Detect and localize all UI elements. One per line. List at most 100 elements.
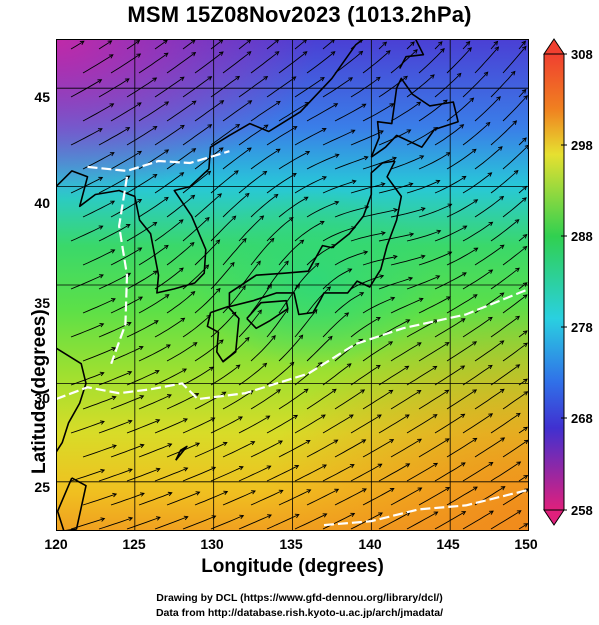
streamline-201: [154, 317, 185, 338]
streamline-116: [82, 200, 115, 218]
streamline-57: [278, 102, 309, 122]
streamline-92: [334, 156, 368, 170]
streamline-8: [294, 39, 307, 50]
streamline-137: [210, 215, 237, 242]
streamline-arrow-317: [195, 491, 201, 496]
streamline-arrow-83: [109, 152, 115, 157]
streamline-109: [350, 183, 385, 194]
streamline-arrow-69: [179, 124, 185, 130]
streamline-16: [518, 41, 526, 50]
streamline-arrow-169: [204, 264, 210, 270]
streamline-arrow-291: [389, 439, 395, 444]
streamline-272: [294, 414, 326, 434]
streamline-arrow-289: [333, 439, 339, 444]
streamline-arrow-271: [293, 414, 299, 420]
streamline-138: [238, 215, 264, 242]
streamline-arrow-94: [419, 155, 425, 160]
streamline-214: [518, 330, 528, 338]
streamline-arrow-269: [238, 416, 243, 421]
streamline-arrow-134: [152, 221, 158, 227]
streamline-arrow-335: [239, 514, 245, 519]
streamline-arrow-28: [413, 49, 418, 54]
streamline-11: [378, 41, 387, 50]
streamline-187: [222, 285, 246, 314]
colorbar-label-308: 308: [571, 47, 593, 62]
streamline-317: [166, 491, 200, 506]
streamline-226: [390, 342, 422, 362]
streamline-arrow-154: [242, 237, 247, 243]
streamline-arrow-328: [500, 486, 506, 491]
streamline-342: [406, 511, 438, 530]
streamline-arrow-120: [217, 193, 222, 198]
streamline-arrow-80: [485, 121, 491, 127]
streamline-arrow-30: [467, 47, 472, 52]
streamline-arrow-213: [515, 315, 521, 321]
streamline-arrow-337: [294, 513, 300, 518]
coast-hokkaido: [370, 77, 459, 158]
streamline-arrow-75: [350, 129, 356, 134]
streamline-139: [266, 217, 294, 242]
streamline-arrow-191: [359, 292, 365, 297]
streamline-arrow-35: [152, 77, 158, 82]
streamline-arrow-77: [406, 129, 412, 134]
streamline-130: [474, 196, 504, 218]
streamline-arrow-256: [331, 388, 337, 394]
map-plot[interactable]: [56, 39, 529, 531]
streamline-arrow-274: [377, 414, 382, 419]
streamline-arrow-296: [523, 439, 529, 445]
streamline-90: [278, 151, 310, 170]
streamline-126: [362, 209, 398, 218]
streamline-arrow-0: [79, 40, 85, 45]
streamline-218: [166, 342, 198, 362]
streamline-arrow-166: [126, 272, 132, 277]
streamline-159: [362, 255, 397, 266]
streamline-arrow-21: [218, 51, 224, 56]
streamline-arrow-53: [191, 100, 197, 105]
streamline-160: [390, 255, 425, 266]
streamline-arrow-323: [362, 488, 367, 493]
streamline-arrow-325: [417, 487, 423, 492]
streamline-246: [490, 364, 520, 386]
colorbar-label-268: 268: [571, 411, 593, 426]
streamline-240: [322, 363, 352, 386]
colorbar-label-278: 278: [571, 320, 593, 335]
streamline-arrow-260: [444, 389, 450, 395]
streamline-arrow-204: [257, 309, 262, 315]
streamline-arrow-220: [244, 336, 250, 342]
streamline-arrow-255: [303, 388, 309, 393]
streamline-276: [406, 414, 438, 434]
streamline-244: [434, 365, 465, 386]
streamline-arrow-39: [263, 75, 269, 81]
streamline-arrow-65: [523, 95, 528, 100]
streamline-71: [210, 124, 240, 146]
streamline-arrow-87: [218, 147, 224, 152]
coast-kyushu: [206, 305, 240, 363]
streamline-295: [474, 437, 505, 458]
streamline-326: [418, 487, 450, 506]
streamline-arrow-307: [377, 463, 383, 468]
streamline-arrow-97: [498, 146, 503, 151]
streamline-37: [182, 76, 212, 98]
streamline-arrow-281: [112, 444, 117, 449]
streamline-219: [194, 339, 224, 362]
streamline-arrow-211: [460, 318, 466, 323]
streamline-298: [98, 468, 133, 482]
streamline-arrow-267: [183, 418, 188, 423]
streamline-arrow-122: [273, 193, 279, 199]
streamline-arrow-304: [294, 464, 300, 470]
streamline-arrow-58: [333, 103, 339, 108]
streamline-arrow-102: [179, 172, 185, 177]
colorbar-graphic: [543, 38, 567, 526]
streamline-5: [210, 39, 224, 50]
streamline-88: [222, 147, 252, 170]
streamline-arrow-207: [344, 312, 350, 317]
streamline-81: [490, 120, 517, 146]
streamline-arrow-173: [314, 262, 320, 268]
streamline-50: [82, 103, 114, 122]
streamline-297: [70, 469, 105, 482]
streamline-266: [126, 419, 160, 434]
streamline-9: [322, 39, 335, 50]
streamline-arrow-79: [459, 124, 465, 129]
streamline-180: [490, 267, 520, 290]
streamline-arrow-68: [152, 126, 158, 131]
